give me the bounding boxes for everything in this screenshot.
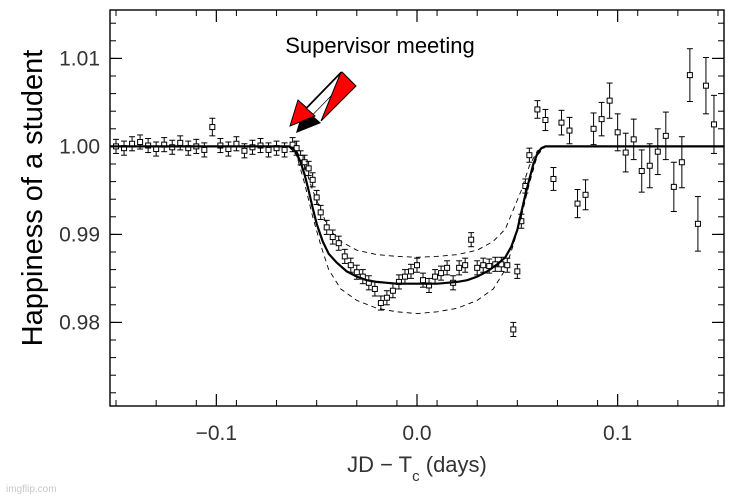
data-point <box>614 129 621 136</box>
data-point <box>694 220 701 227</box>
data-point <box>630 136 637 143</box>
data-point <box>566 127 573 134</box>
data-point <box>590 125 597 132</box>
data-point <box>309 176 316 183</box>
data-point <box>686 72 693 79</box>
data-point <box>550 175 557 182</box>
data-point <box>468 236 475 243</box>
data-point <box>526 152 533 159</box>
model-envelopes <box>288 146 546 315</box>
data-point <box>323 224 330 231</box>
x-tick-label: −0.1 <box>196 422 237 445</box>
data-point <box>281 146 288 153</box>
data-point <box>313 194 320 201</box>
data-point <box>301 159 308 166</box>
data-point <box>383 294 390 301</box>
data-point <box>598 116 605 123</box>
data-point <box>347 262 354 269</box>
data-point <box>534 106 541 113</box>
data-point <box>582 191 589 198</box>
data-point <box>329 234 336 241</box>
data-point <box>710 121 717 128</box>
tick-labels: −0.1 0.0 0.1 0.98 0.99 1.00 1.01 <box>59 47 632 445</box>
data-point <box>638 168 645 175</box>
data-point <box>407 268 414 275</box>
data-point <box>510 326 517 333</box>
data-point <box>293 145 300 152</box>
data-point <box>646 162 653 169</box>
y-tick-label: 1.00 <box>59 135 100 158</box>
x-axis-label-subscript: c <box>412 468 420 485</box>
data-point <box>209 124 216 131</box>
data-point <box>654 148 661 155</box>
data-point <box>456 264 463 271</box>
data-point <box>438 270 445 277</box>
data-point <box>305 165 312 172</box>
data-point <box>177 139 184 146</box>
x-tick-label: 0.1 <box>603 422 632 445</box>
y-tick-label: 0.98 <box>59 311 100 334</box>
annotation-arrow <box>289 71 357 133</box>
watermark: imgflip.com <box>6 484 57 495</box>
model-curve <box>110 145 724 285</box>
data-point <box>474 264 481 271</box>
data-point <box>504 262 511 269</box>
data-point <box>353 269 360 276</box>
model-curve-group <box>110 145 724 285</box>
data-point <box>606 97 613 104</box>
data-point <box>420 277 427 284</box>
data-point <box>241 147 248 154</box>
x-axis-label-unit: (days) <box>420 452 487 477</box>
plot-frame <box>109 9 725 407</box>
data-point <box>462 262 469 269</box>
x-axis-label-main: JD − T <box>347 452 412 477</box>
data-point <box>670 183 677 190</box>
data-point <box>542 117 549 123</box>
data-point <box>558 119 565 126</box>
data-point <box>137 139 144 145</box>
data-point <box>480 262 487 269</box>
y-axis-label: Happiness of a student <box>17 50 49 347</box>
data-point <box>335 240 342 247</box>
data-point <box>389 287 396 294</box>
data-point <box>662 132 669 139</box>
data-point <box>514 268 521 275</box>
annotation-text: Supervisor meeting <box>285 33 475 58</box>
data-point <box>317 209 324 216</box>
data-point <box>201 146 208 153</box>
x-tick-label: 0.0 <box>402 422 431 445</box>
envelope-upper-curve <box>288 146 546 258</box>
data-point <box>265 146 272 153</box>
envelope-lower-curve <box>288 146 546 315</box>
data-point <box>401 273 408 280</box>
data-point <box>432 273 439 280</box>
data-point <box>702 82 709 89</box>
data-point <box>486 263 493 270</box>
data-point <box>444 264 451 271</box>
data-point <box>414 262 420 269</box>
data-point <box>341 253 348 260</box>
y-tick-label: 0.99 <box>59 223 100 246</box>
data-point <box>622 149 629 156</box>
data-point <box>377 300 384 307</box>
x-axis-label: JD − Tc (days) <box>347 452 487 485</box>
data-point <box>678 159 685 166</box>
y-tick-label: 1.01 <box>59 47 100 70</box>
data-point <box>574 200 581 207</box>
data-point <box>371 285 378 292</box>
